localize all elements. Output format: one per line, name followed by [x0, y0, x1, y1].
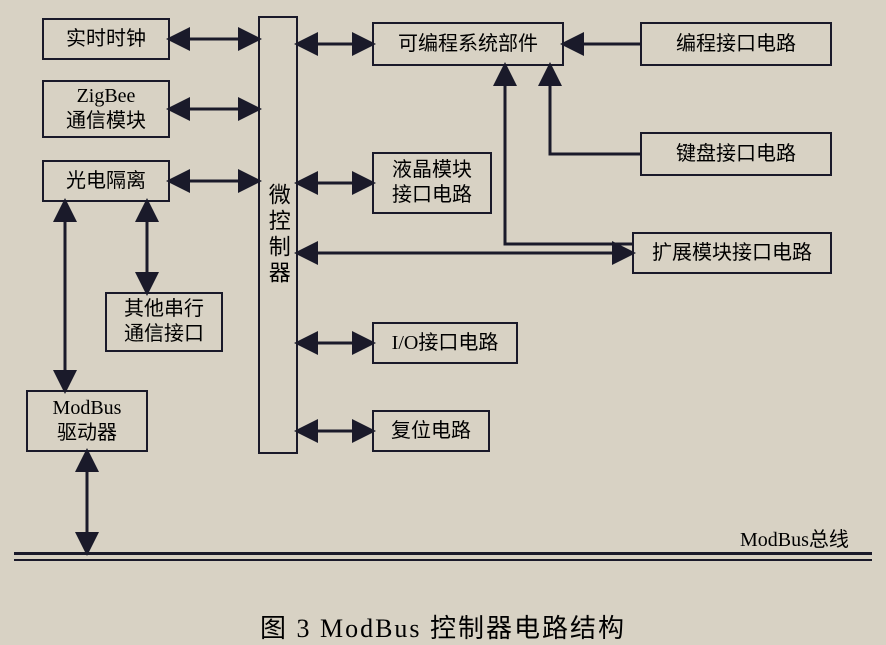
node-io-label: I/O接口电路 [392, 331, 499, 356]
node-rtc-label: 实时时钟 [66, 27, 146, 52]
node-lcd-label: 液晶模块 接口电路 [392, 158, 472, 208]
modbus-bus-label-text: ModBus总线 [740, 529, 849, 551]
node-mcu-label: 微控制器 [264, 183, 292, 287]
figure-caption-text: 图 3 ModBus 控制器电路结构 [260, 614, 626, 643]
node-mcu: 微控制器 [258, 16, 298, 454]
node-serial: 其他串行 通信接口 [105, 292, 223, 352]
modbus-bus-line-2 [14, 559, 872, 561]
node-reset-label: 复位电路 [391, 419, 471, 444]
node-extif: 扩展模块接口电路 [632, 232, 832, 274]
node-kbdif-label: 键盘接口电路 [676, 142, 796, 167]
modbus-bus-label: ModBus总线 [740, 523, 849, 552]
node-reset: 复位电路 [372, 410, 490, 452]
modbus-bus-line-1 [14, 552, 872, 555]
figure-caption: 图 3 ModBus 控制器电路结构 [0, 608, 886, 645]
node-lcd: 液晶模块 接口电路 [372, 152, 492, 214]
node-modbus: ModBus 驱动器 [26, 390, 148, 452]
node-pcomp: 可编程系统部件 [372, 22, 564, 66]
node-progif: 编程接口电路 [640, 22, 832, 66]
node-zigbee-label: ZigBee 通信模块 [66, 84, 146, 134]
node-io: I/O接口电路 [372, 322, 518, 364]
node-serial-label: 其他串行 通信接口 [124, 297, 204, 347]
node-rtc: 实时时钟 [42, 18, 170, 60]
node-modbus-label: ModBus 驱动器 [53, 396, 122, 446]
node-pcomp-label: 可编程系统部件 [398, 32, 538, 57]
node-opto: 光电隔离 [42, 160, 170, 202]
node-opto-label: 光电隔离 [66, 169, 146, 194]
node-extif-label: 扩展模块接口电路 [652, 241, 812, 266]
diagram-canvas: 实时时钟 ZigBee 通信模块 光电隔离 其他串行 通信接口 ModBus 驱… [0, 0, 886, 645]
node-zigbee: ZigBee 通信模块 [42, 80, 170, 138]
node-progif-label: 编程接口电路 [676, 32, 796, 57]
node-kbdif: 键盘接口电路 [640, 132, 832, 176]
